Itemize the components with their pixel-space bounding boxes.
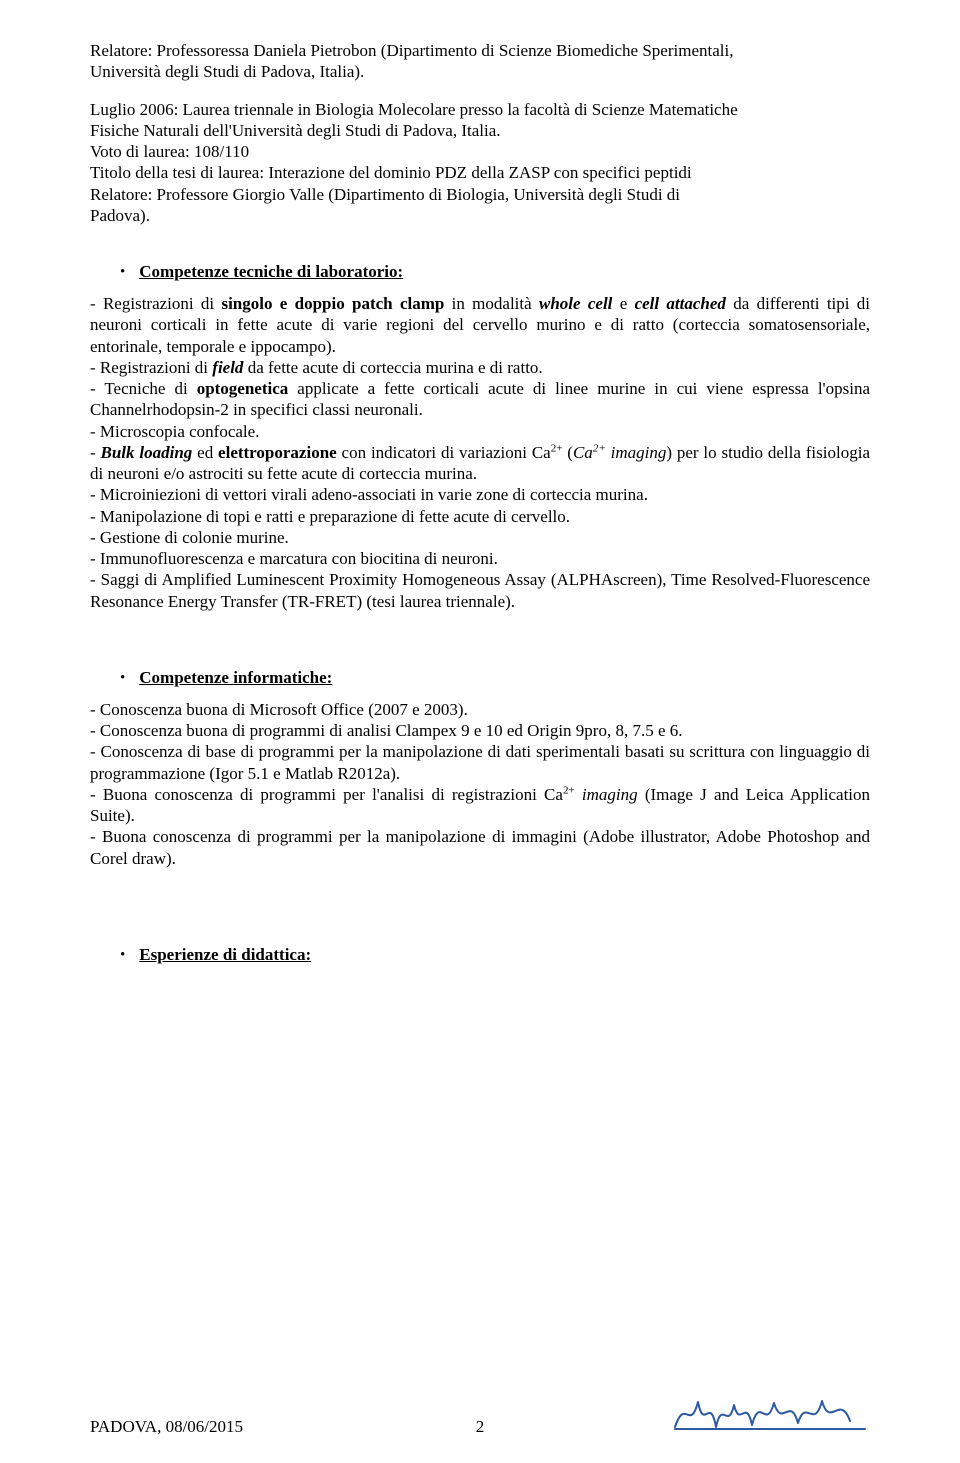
tecniche-item-4: - Microscopia confocale. [90, 421, 870, 442]
info-item-4: - Buona conoscenza di programmi per l'an… [90, 784, 870, 827]
bullet-icon: • [120, 945, 125, 966]
info-item-1: - Conoscenza buona di Microsoft Office (… [90, 699, 870, 720]
info-item-2: - Conoscenza buona di programmi di anali… [90, 720, 870, 741]
tecniche-item-5: - Bulk loading ed elettroporazione con i… [90, 442, 870, 485]
section-didattica-header: • Esperienze di didattica: [90, 945, 870, 966]
info-item-5: - Buona conoscenza di programmi per la m… [90, 826, 870, 869]
tecniche-item-8: - Gestione di colonie murine. [90, 527, 870, 548]
tecniche-item-2: - Registrazioni di field da fette acute … [90, 357, 870, 378]
tecniche-item-7: - Manipolazione di topi e ratti e prepar… [90, 506, 870, 527]
footer-date: PADOVA, 08/06/2015 [90, 1417, 350, 1437]
bullet-icon: • [120, 668, 125, 689]
voto-line: Voto di laurea: 108/110 [90, 141, 870, 162]
section-didattica-label: Esperienze di didattica: [139, 945, 311, 965]
relator-line-2: Università degli Studi di Padova, Italia… [90, 61, 870, 82]
section-informatiche-label: Competenze informatiche: [139, 668, 332, 688]
section-informatiche-header: • Competenze informatiche: [90, 668, 870, 689]
titolo-tesi-line: Titolo della tesi di laurea: Interazione… [90, 162, 870, 183]
footer-signature-container [610, 1387, 870, 1437]
page-footer: PADOVA, 08/06/2015 2 [90, 1387, 870, 1437]
relator-line-1: Relatore: Professoressa Daniela Pietrobo… [90, 40, 870, 61]
tecniche-item-9: - Immunofluorescenza e marcatura con bio… [90, 548, 870, 569]
luglio-line-1: Luglio 2006: Laurea triennale in Biologi… [90, 99, 870, 120]
info-item-3: - Conoscenza di base di programmi per la… [90, 741, 870, 784]
relator2-line-1: Relatore: Professore Giorgio Valle (Dipa… [90, 184, 870, 205]
section-tecniche-label: Competenze tecniche di laboratorio: [139, 262, 403, 282]
tecniche-item-10: - Saggi di Amplified Luminescent Proximi… [90, 569, 870, 612]
luglio-line-2: Fisiche Naturali dell'Università degli S… [90, 120, 870, 141]
signature-icon [670, 1387, 870, 1437]
bullet-icon: • [120, 262, 125, 283]
tecniche-item-6: - Microiniezioni di vettori virali adeno… [90, 484, 870, 505]
footer-page-number: 2 [350, 1417, 610, 1437]
page: Relatore: Professoressa Daniela Pietrobo… [0, 0, 960, 1463]
tecniche-item-3: - Tecniche di optogenetica applicate a f… [90, 378, 870, 421]
tecniche-item-1: - Registrazioni di singolo e doppio patc… [90, 293, 870, 357]
section-tecniche-header: • Competenze tecniche di laboratorio: [90, 262, 870, 283]
relator2-line-2: Padova). [90, 205, 870, 226]
